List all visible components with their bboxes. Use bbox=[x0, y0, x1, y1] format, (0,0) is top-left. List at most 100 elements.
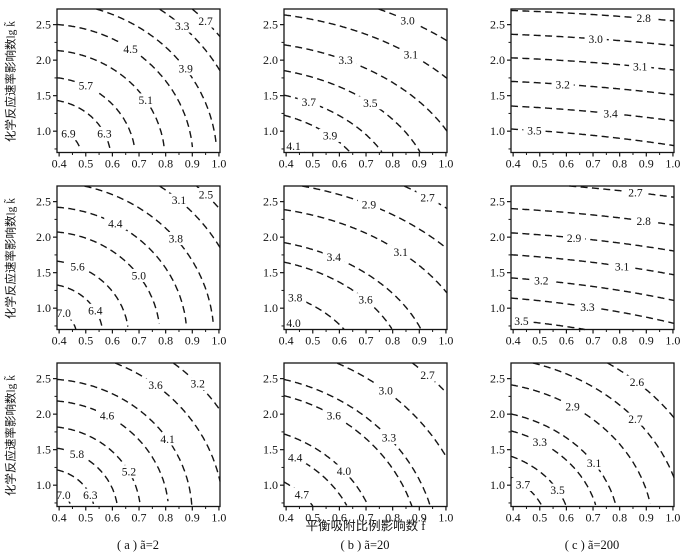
contour-label-mask bbox=[528, 435, 551, 449]
x-tick-label: 0.6 bbox=[332, 334, 347, 348]
contour-label: 3.7 bbox=[516, 479, 531, 491]
contour-line bbox=[607, 362, 675, 419]
contour-label-mask bbox=[563, 231, 586, 245]
contour-line bbox=[569, 185, 675, 198]
x-tick-label: 0.8 bbox=[385, 334, 400, 348]
contour-line bbox=[283, 208, 448, 294]
contour-label-mask bbox=[144, 378, 167, 392]
contour-label-mask bbox=[284, 291, 307, 305]
contour-label-mask bbox=[551, 77, 574, 91]
contour-line bbox=[511, 9, 675, 22]
contour-label-mask bbox=[399, 47, 422, 61]
x-tick-label: 0.9 bbox=[185, 511, 200, 525]
y-tick-label: 2.0 bbox=[36, 407, 51, 421]
contour-label: 3.5 bbox=[363, 98, 378, 110]
y-tick-label: 2.5 bbox=[263, 18, 278, 32]
contour-label: 5.2 bbox=[122, 467, 137, 479]
contour-label: 7.0 bbox=[56, 490, 71, 502]
contour-label-mask bbox=[629, 60, 652, 74]
contour-line bbox=[510, 254, 675, 276]
y-tick-label: 1.0 bbox=[490, 124, 505, 138]
contour-label: 3.5 bbox=[527, 125, 542, 137]
contour-label: 3.2 bbox=[190, 379, 205, 391]
x-axis-title: 平衡吸附比例影响数 f̃ bbox=[305, 519, 426, 533]
contour-label: 3.5 bbox=[514, 316, 529, 328]
x-tick-label: 0.6 bbox=[332, 511, 347, 525]
contour-label-mask bbox=[416, 190, 439, 204]
x-tick-label: 0.8 bbox=[385, 511, 400, 525]
y-tick-label: 1.5 bbox=[490, 89, 505, 103]
y-tick-label: 2.5 bbox=[490, 18, 505, 32]
contour-label-mask bbox=[582, 456, 606, 470]
x-tick-label: 0.6 bbox=[559, 511, 574, 525]
contour-label-mask bbox=[354, 293, 377, 307]
contour-label: 3.0 bbox=[589, 34, 604, 46]
y-axis-title-row1: 化学反应速率影响数lg k̃ bbox=[5, 20, 18, 143]
y-tick-label: 2.5 bbox=[36, 372, 51, 386]
contour-line bbox=[56, 77, 136, 150]
contour-label: 2.5 bbox=[199, 190, 214, 202]
contour-label-mask bbox=[359, 96, 382, 110]
contour-label-mask bbox=[290, 487, 313, 501]
x-tick-label: 0.7 bbox=[586, 334, 601, 348]
contour-label-mask bbox=[610, 259, 634, 273]
x-tick-label: 0.7 bbox=[586, 157, 601, 171]
contour-label: 5.8 bbox=[70, 449, 85, 461]
contour-line bbox=[283, 44, 448, 132]
contour-label: 3.2 bbox=[534, 275, 549, 287]
contour-label: 3.7 bbox=[302, 97, 317, 109]
y-tick-label: 1.5 bbox=[490, 266, 505, 280]
contour-label: 4.4 bbox=[288, 452, 303, 464]
y-tick-label: 1.5 bbox=[263, 89, 278, 103]
contour-label-mask bbox=[510, 314, 533, 328]
contour-label: 2.9 bbox=[567, 233, 582, 245]
contour-label: 3.1 bbox=[633, 62, 648, 74]
contour-line bbox=[302, 185, 448, 250]
contour-label: 6.3 bbox=[97, 128, 112, 140]
x-tick-label: 1.0 bbox=[211, 334, 226, 348]
contour-label-mask bbox=[389, 245, 412, 259]
contour-label: 2.7 bbox=[420, 370, 435, 382]
y-tick-label: 1.0 bbox=[263, 301, 278, 315]
y-tick-label: 2.0 bbox=[490, 407, 505, 421]
contour-label-mask bbox=[171, 19, 194, 33]
y-tick-label: 2.5 bbox=[263, 372, 278, 386]
x-tick-label: 0.4 bbox=[506, 334, 521, 348]
contour-label-mask bbox=[186, 377, 209, 391]
x-tick-label: 0.4 bbox=[506, 157, 521, 171]
contour-label: 4.1 bbox=[160, 434, 175, 446]
x-tick-label: 0.8 bbox=[158, 157, 173, 171]
x-tick-label: 0.5 bbox=[532, 334, 547, 348]
x-tick-label: 0.4 bbox=[279, 334, 294, 348]
x-tick-label: 1.0 bbox=[438, 511, 453, 525]
x-tick-label: 1.0 bbox=[665, 334, 680, 348]
contour-label-mask bbox=[632, 11, 655, 25]
contour-label: 3.1 bbox=[404, 49, 419, 61]
contour-label-mask bbox=[584, 32, 607, 46]
y-tick-label: 1.0 bbox=[36, 301, 51, 315]
contour-label: 5.7 bbox=[79, 81, 94, 93]
x-tick-label: 0.8 bbox=[158, 511, 173, 525]
y-tick-label: 1.0 bbox=[36, 478, 51, 492]
contour-label: 3.1 bbox=[615, 261, 630, 273]
x-tick-label: 0.6 bbox=[105, 511, 120, 525]
y-tick-label: 1.0 bbox=[263, 124, 278, 138]
contour-label-mask bbox=[334, 53, 357, 67]
contour-label-mask bbox=[624, 185, 647, 199]
contour-label-mask bbox=[156, 432, 179, 446]
x-tick-label: 0.6 bbox=[332, 157, 347, 171]
contour-label-mask bbox=[282, 316, 305, 330]
contour-label-mask bbox=[104, 217, 127, 231]
contour-label-mask bbox=[396, 13, 419, 27]
x-tick-label: 0.6 bbox=[105, 334, 120, 348]
x-tick-label: 0.7 bbox=[359, 157, 374, 171]
x-tick-label: 0.6 bbox=[105, 157, 120, 171]
contour-line bbox=[56, 231, 160, 324]
contour-label: 3.0 bbox=[379, 386, 394, 398]
subplot-r1c1: 6.9 6.3 5.7 5.1 4.5 3.9 3.3 2.7 0.4 0.5 0.6 0.7 0.8 0… bbox=[36, 8, 226, 171]
x-tick-label: 0.9 bbox=[185, 157, 200, 171]
contour-line bbox=[56, 447, 118, 506]
contour-label: 2.9 bbox=[565, 401, 580, 413]
contour-line bbox=[283, 378, 431, 506]
